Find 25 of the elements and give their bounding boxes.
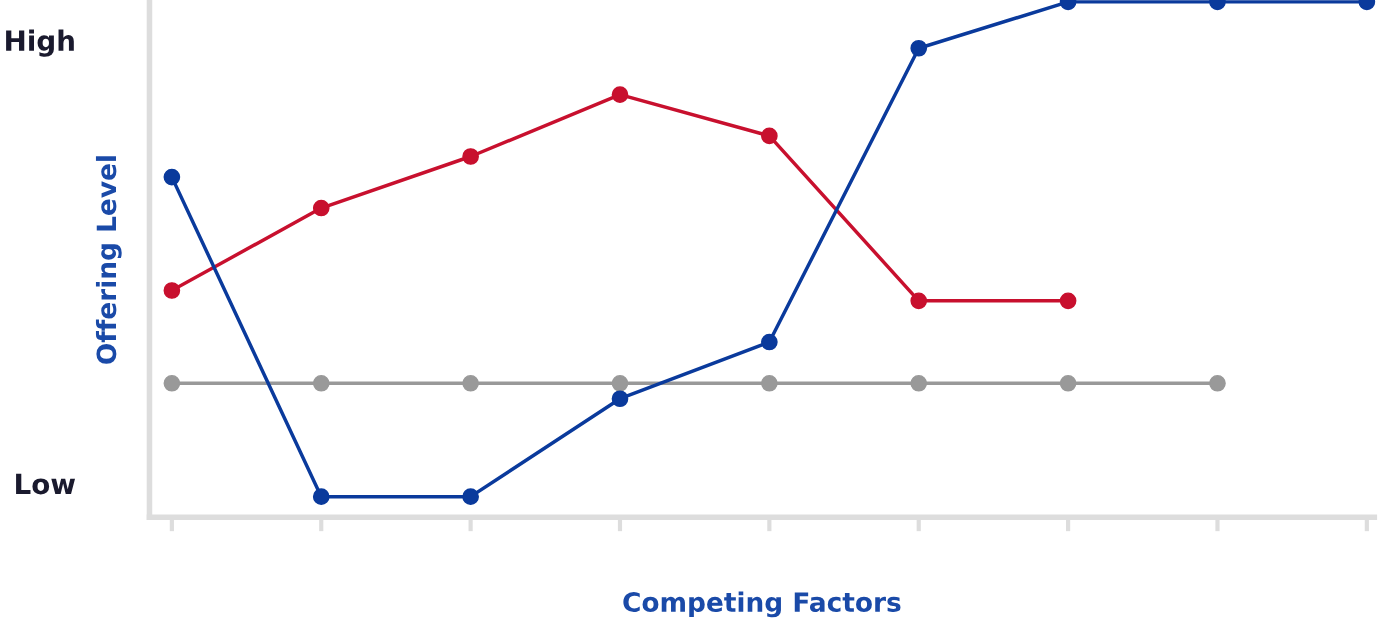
point [910, 39, 928, 57]
text: High [6, 29, 74, 57]
point [462, 488, 479, 505]
y-axis-title: Offering Level [95, 156, 122, 364]
x-axis-title: Competing Factors [623, 591, 901, 618]
point [761, 374, 778, 392]
point [761, 333, 778, 351]
point [163, 282, 181, 299]
point [462, 374, 479, 392]
point [761, 127, 778, 145]
point [163, 168, 181, 186]
point [611, 374, 629, 392]
text: Low [16, 473, 76, 495]
point [312, 488, 330, 505]
point [1059, 292, 1077, 310]
point [312, 374, 330, 392]
point [910, 292, 928, 310]
point [1059, 374, 1077, 392]
point [163, 374, 181, 392]
point [910, 374, 928, 392]
point [611, 86, 629, 103]
point [462, 148, 479, 165]
point [312, 199, 330, 217]
point [611, 390, 629, 408]
point [1209, 374, 1226, 392]
